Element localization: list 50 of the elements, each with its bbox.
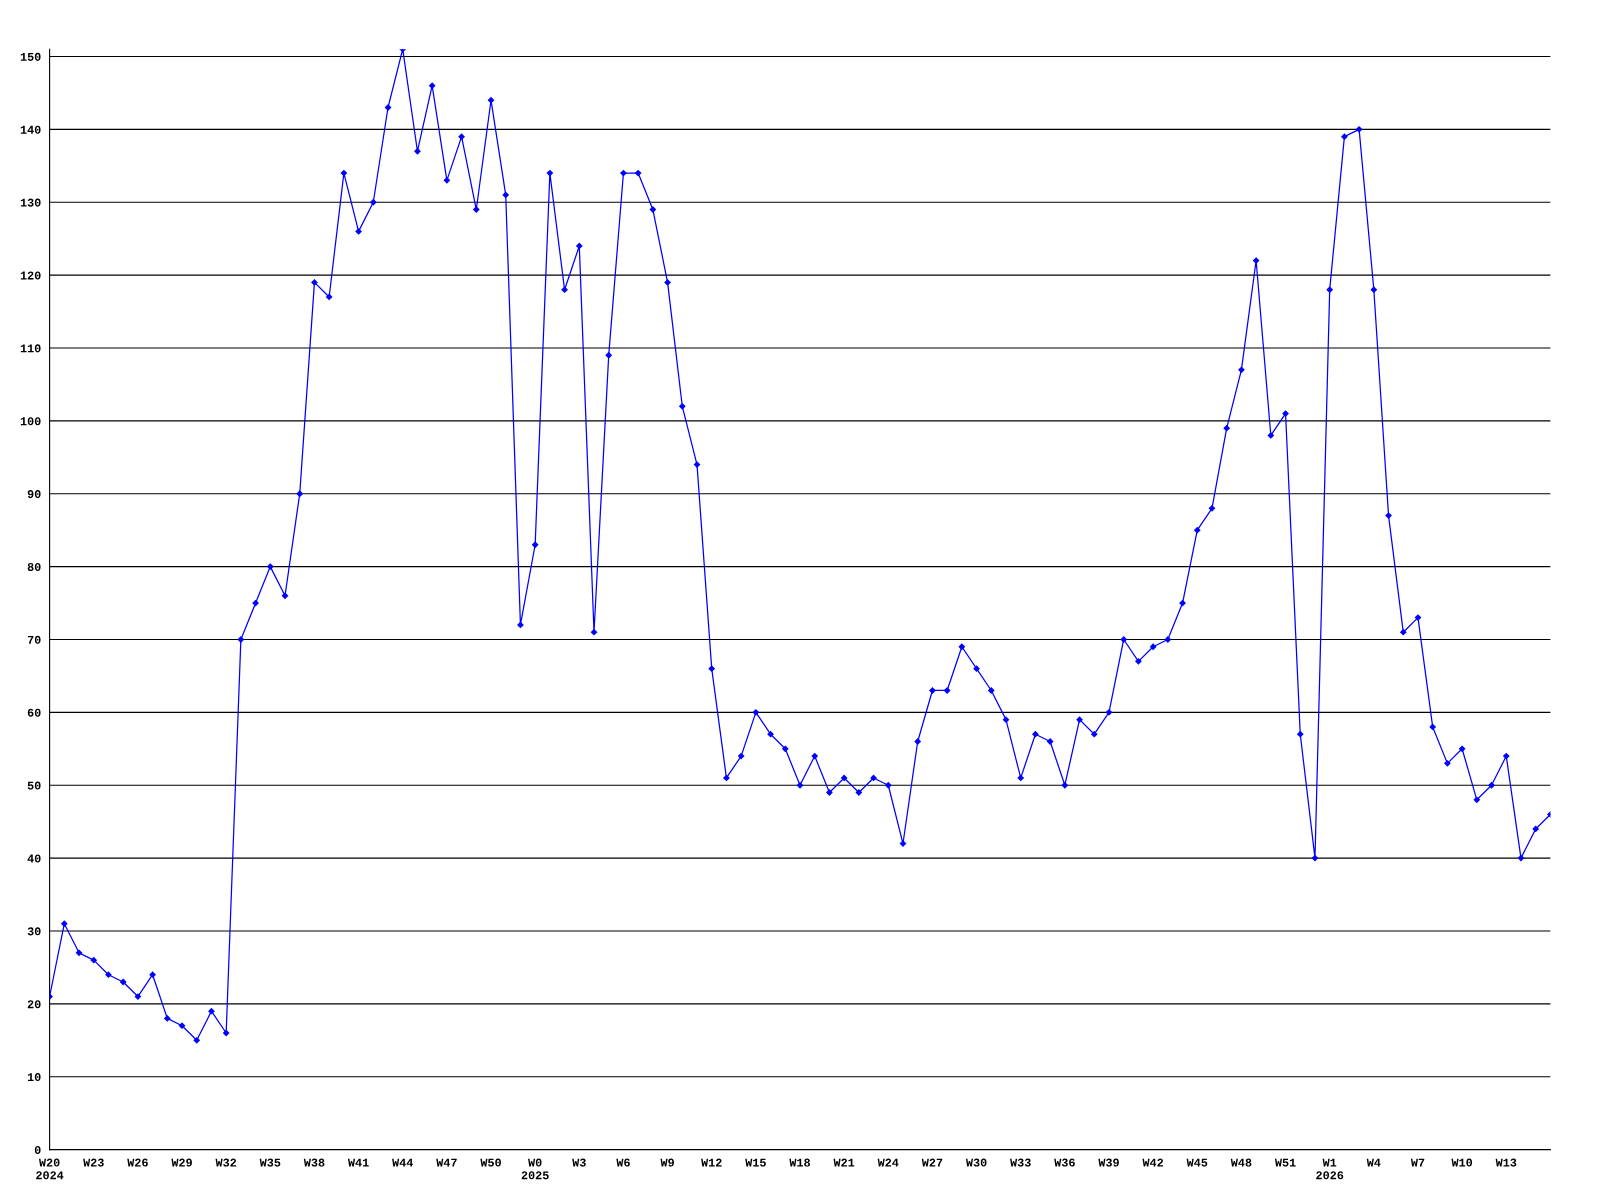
- y-tick-label: 80: [27, 562, 41, 571]
- y-tick-label: 0: [34, 1145, 41, 1154]
- x-tick-label: W7: [1410, 1158, 1425, 1167]
- x-tick-label: W42: [1142, 1158, 1164, 1167]
- x-tick-label: W36: [1054, 1158, 1075, 1167]
- y-tick-label: 110: [20, 344, 41, 353]
- y-tick-label: 100: [20, 417, 41, 426]
- x-tick-label: W13: [1495, 1158, 1517, 1167]
- x-tick-label: W23: [83, 1158, 104, 1167]
- y-tick-label: 30: [27, 927, 41, 936]
- x-tick-label: W47: [436, 1158, 457, 1167]
- y-tick-label: 40: [27, 854, 41, 863]
- x-tick-label: W9: [660, 1158, 674, 1167]
- y-tick-label: 70: [27, 635, 41, 644]
- x-tick-label: W48: [1230, 1158, 1252, 1167]
- x-tick-label: W32: [215, 1158, 237, 1167]
- x-tick-label: W45: [1186, 1158, 1208, 1167]
- x-tick-label: W41: [347, 1158, 369, 1167]
- x-tick-label: W1 2026: [1316, 1158, 1344, 1180]
- y-tick-label: 90: [27, 490, 41, 499]
- x-tick-label: W33: [1010, 1158, 1031, 1167]
- x-tick-label: W39: [1098, 1158, 1119, 1167]
- x-tick-label: W10: [1451, 1158, 1473, 1167]
- x-tick-label: W30: [965, 1158, 987, 1167]
- x-tick-label: W29: [171, 1158, 192, 1167]
- x-tick-label: W0 2025: [521, 1158, 549, 1180]
- y-tick-label: 50: [27, 781, 41, 790]
- y-tick-label: 20: [27, 1000, 41, 1009]
- x-tick-label: W3: [572, 1158, 586, 1167]
- y-tick-label: 130: [20, 198, 41, 207]
- y-tick-label: 140: [20, 125, 41, 134]
- x-tick-label: W50: [480, 1158, 501, 1167]
- x-tick-label: W12: [701, 1158, 722, 1167]
- x-tick-label: W15: [745, 1158, 766, 1167]
- x-tick-label: W4: [1366, 1158, 1381, 1167]
- x-tick-label: W6: [616, 1158, 630, 1167]
- y-tick-label: 150: [20, 52, 41, 61]
- x-tick-label: W38: [303, 1158, 325, 1167]
- x-tick-label: W21: [833, 1158, 855, 1167]
- x-tick-label: W18: [789, 1158, 810, 1167]
- y-tick-label: 120: [20, 271, 41, 280]
- x-tick-label: W35: [259, 1158, 281, 1167]
- x-tick-label: W27: [921, 1158, 943, 1167]
- y-tick-label: 60: [27, 708, 41, 717]
- x-tick-label: W51: [1274, 1158, 1296, 1167]
- x-tick-label: W26: [127, 1158, 148, 1167]
- x-tick-label: W20 2024: [36, 1158, 64, 1180]
- x-tick-label: W44: [392, 1158, 413, 1167]
- x-tick-label: W24: [877, 1158, 899, 1167]
- y-tick-label: 10: [27, 1073, 41, 1082]
